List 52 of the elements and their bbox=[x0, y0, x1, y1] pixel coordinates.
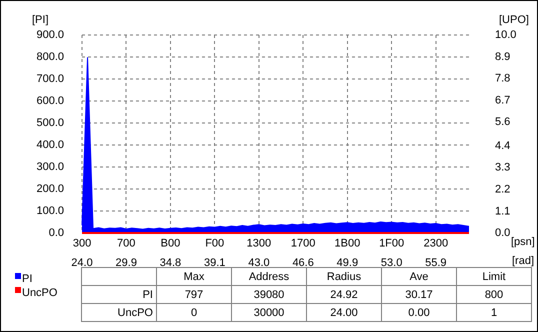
y2-tick-label: 2.2 bbox=[495, 183, 510, 196]
x-tick-label: 300 24.0 bbox=[71, 238, 93, 269]
y2-tick-label: 6.7 bbox=[495, 94, 510, 106]
y2-axis-title: [UPO] bbox=[499, 14, 529, 26]
y-tick-label: 200.0 bbox=[36, 183, 64, 196]
x-axis-title: [psn] bbox=[511, 236, 535, 248]
y2-tick-label: 1.1 bbox=[495, 205, 510, 218]
text: 39080 bbox=[232, 286, 306, 304]
y-axis-title: [PI] bbox=[32, 14, 49, 26]
x-tick-label: 1700 46.6 bbox=[290, 238, 316, 269]
text: 800 bbox=[456, 286, 532, 304]
x-tick-label: 700 29.9 bbox=[116, 238, 137, 269]
y-tick-label: 400.0 bbox=[36, 139, 64, 152]
y-tick-label: 100.0 bbox=[36, 205, 64, 218]
text: 797 bbox=[156, 286, 232, 304]
text: 30000 bbox=[232, 304, 306, 322]
legend-label: PI bbox=[21, 272, 34, 285]
y-tick-label: 500.0 bbox=[36, 117, 64, 130]
x-tick-label: F00 39.1 bbox=[204, 238, 226, 269]
y2-tick-label: 4.4 bbox=[495, 140, 510, 152]
text: PI bbox=[82, 286, 156, 304]
y2-tick-label: 3.3 bbox=[495, 162, 510, 174]
text: 30.17 bbox=[382, 286, 456, 304]
x-tick-label: 1300 43.0 bbox=[246, 238, 272, 269]
text: Max bbox=[156, 268, 232, 286]
y-tick-label: 0.0 bbox=[48, 227, 64, 240]
text: 1 bbox=[456, 304, 532, 322]
y-tick-label: 700.0 bbox=[36, 73, 64, 86]
x-tick-label: B00 34.8 bbox=[160, 238, 182, 269]
y2-tick-label: 5.6 bbox=[495, 116, 510, 128]
text: Radius bbox=[306, 268, 382, 286]
text: Limit bbox=[456, 268, 532, 286]
text: 0 bbox=[156, 304, 232, 322]
text: UncPO bbox=[82, 304, 156, 322]
y2-tick-label: 10.0 bbox=[495, 29, 516, 42]
x-tick-label: 1F00 53.0 bbox=[379, 238, 404, 269]
text: 0.00 bbox=[382, 304, 456, 322]
y-tick-label: 900.0 bbox=[36, 29, 64, 42]
y2-tick-label: 8.9 bbox=[495, 50, 510, 63]
y-tick-label: 600.0 bbox=[36, 95, 64, 108]
x-tick-label: 1B00 49.9 bbox=[334, 238, 360, 269]
y-tick-label: 800.0 bbox=[36, 51, 64, 64]
legend-label: UncPO bbox=[21, 286, 58, 299]
y-tick-label: 300.0 bbox=[36, 161, 64, 174]
text: 24.00 bbox=[306, 304, 382, 322]
text: Address bbox=[232, 268, 306, 286]
text: Ave bbox=[382, 268, 456, 286]
x-tick-label: 2300 55.9 bbox=[424, 238, 448, 269]
y2-tick-label: 0.0 bbox=[495, 227, 510, 240]
x2-axis-title: [rad] bbox=[512, 255, 534, 268]
y2-tick-label: 7.8 bbox=[495, 72, 510, 85]
text: 24.92 bbox=[306, 286, 382, 304]
